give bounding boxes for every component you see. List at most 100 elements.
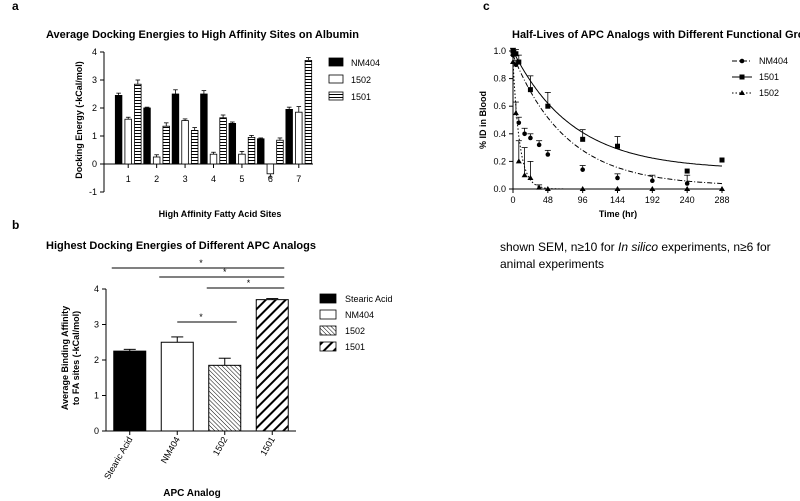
legend-marker-1501 (739, 74, 745, 80)
legend-label: 1502 (345, 326, 365, 336)
bar-1502-site-7 (295, 111, 303, 165)
y-tick-label: 4 (92, 47, 97, 57)
legend-label-1501: 1501 (351, 92, 371, 102)
bar-1501-site-6 (276, 139, 284, 165)
point-1502 (536, 184, 543, 190)
point-1501 (615, 143, 620, 149)
panel-label-c: c (483, 0, 490, 13)
x-tick-label: 4 (211, 174, 216, 184)
point-1501 (580, 136, 586, 142)
x-tick-label: 1501 (258, 435, 277, 457)
chart-a: -1 0 1 2 3 4 1 2 3 4 5 6 7 NM404 1502 1501 (89, 47, 380, 197)
panel-label-a: a (12, 0, 19, 13)
bar-NM404-site-4 (200, 93, 208, 165)
figure-note-emphasis: In silico (617, 240, 658, 254)
bar-NM404-site-2 (143, 107, 151, 165)
y-tick-label: 0.4 (493, 129, 506, 139)
chart-a-ylabel: Docking Energy (-kCal/mol) (74, 61, 84, 179)
legend-label-NM404: NM404 (351, 58, 380, 68)
chart-b-ylabel-line2: to FA sites (-kCal/mol) (71, 311, 81, 405)
legend-swatch-1501 (319, 341, 337, 352)
legend-swatch-nm404 (319, 309, 337, 320)
fit-curve-1501 (512, 50, 722, 167)
point-1502 (719, 186, 725, 191)
legend-label-1501: 1501 (759, 72, 779, 82)
chart-c-ylabel: % ID in Blood (478, 91, 488, 149)
point-1501 (545, 103, 551, 109)
bar-1501 (255, 299, 289, 432)
y-tick-label: 0.2 (493, 156, 506, 166)
y-tick-label: 0.6 (493, 101, 506, 111)
bar-1501-site-2 (162, 125, 170, 165)
bar-1501-site-4 (219, 117, 227, 165)
chart-b: 0 1 2 3 4 Stearic Acid NM404 1502 1501 * * * * Steari… (94, 258, 393, 481)
point-NM404 (615, 175, 620, 181)
legend-label: Stearic Acid (345, 294, 393, 304)
legend-marker-1502 (739, 90, 745, 95)
x-tick-label: NM404 (159, 435, 182, 465)
point-1502 (684, 186, 691, 191)
point-1502 (512, 110, 519, 116)
point-NM404 (684, 181, 690, 186)
bar-NM404-site-3 (171, 93, 180, 165)
legend-swatch-stearic-acid (319, 293, 337, 304)
y-tick-label: 1 (94, 391, 99, 401)
legend-swatch-1502 (319, 325, 337, 336)
figure-note: shown SEM, n≥10 for In silico experiment… (500, 239, 800, 273)
chart-c: 0.0 0.2 0.4 0.6 0.8 1.0 0 48 96 144 192 240 288 NM404… (493, 46, 788, 205)
bar-NM404-site-6 (257, 138, 265, 165)
x-tick-label: 3 (183, 174, 188, 184)
legend-swatch-NM404 (328, 57, 344, 67)
y-tick-label: 2 (94, 355, 99, 365)
point-1501 (516, 59, 522, 65)
x-tick-label: Stearic Acid (102, 435, 134, 481)
y-tick-label: 4 (94, 284, 99, 294)
bar-NM404-site-5 (228, 123, 237, 165)
legend-swatch-1502 (328, 74, 344, 84)
legend-swatch-1501 (328, 91, 344, 101)
point-1501 (719, 157, 725, 163)
y-tick-label: 3 (94, 320, 99, 330)
significance-star: * (199, 258, 203, 268)
bar-1501-site-5 (247, 136, 256, 165)
x-tick-label: 192 (645, 195, 660, 205)
point-1501 (513, 51, 519, 57)
point-1501 (510, 48, 516, 54)
legend-label-1502: 1502 (351, 75, 371, 85)
x-tick-label: 48 (543, 195, 553, 205)
chart-a-title: Average Docking Energies to High Affinit… (46, 29, 359, 41)
legend-label: 1501 (345, 342, 365, 352)
bar-1502-site-5 (238, 153, 246, 165)
point-1502 (527, 174, 534, 180)
bar-1502-site-2 (152, 156, 161, 165)
bar-1502-site-3 (181, 120, 189, 165)
bar-nm404 (160, 341, 194, 432)
point-1502 (649, 186, 656, 191)
significance-star: * (199, 312, 203, 322)
legend-label-1502: 1502 (759, 88, 779, 98)
y-tick-label: 1.0 (493, 46, 506, 56)
bar-1502 (208, 364, 242, 432)
panel-label-b: b (12, 218, 19, 232)
point-1502 (515, 158, 522, 164)
point-NM404 (536, 142, 542, 148)
legend-label: NM404 (345, 310, 374, 320)
point-NM404 (528, 135, 533, 141)
point-NM404 (522, 131, 527, 137)
point-1502 (544, 186, 551, 191)
x-tick-label: 5 (239, 174, 244, 184)
x-tick-label: 1 (126, 174, 131, 184)
y-tick-label: 0 (94, 426, 99, 436)
y-tick-label: 0.8 (493, 74, 506, 84)
fit-curve-NM404 (512, 54, 723, 185)
x-tick-label: 144 (610, 195, 625, 205)
bar-1501-site-3 (190, 129, 199, 165)
significance-star: * (223, 267, 227, 277)
point-NM404 (650, 178, 655, 184)
y-tick-label: -1 (89, 187, 97, 197)
legend-marker-NM404 (739, 58, 745, 64)
chart-b-title: Highest Docking Energies of Different AP… (46, 240, 316, 252)
point-1502 (614, 186, 621, 191)
y-tick-label: 1 (92, 131, 97, 141)
